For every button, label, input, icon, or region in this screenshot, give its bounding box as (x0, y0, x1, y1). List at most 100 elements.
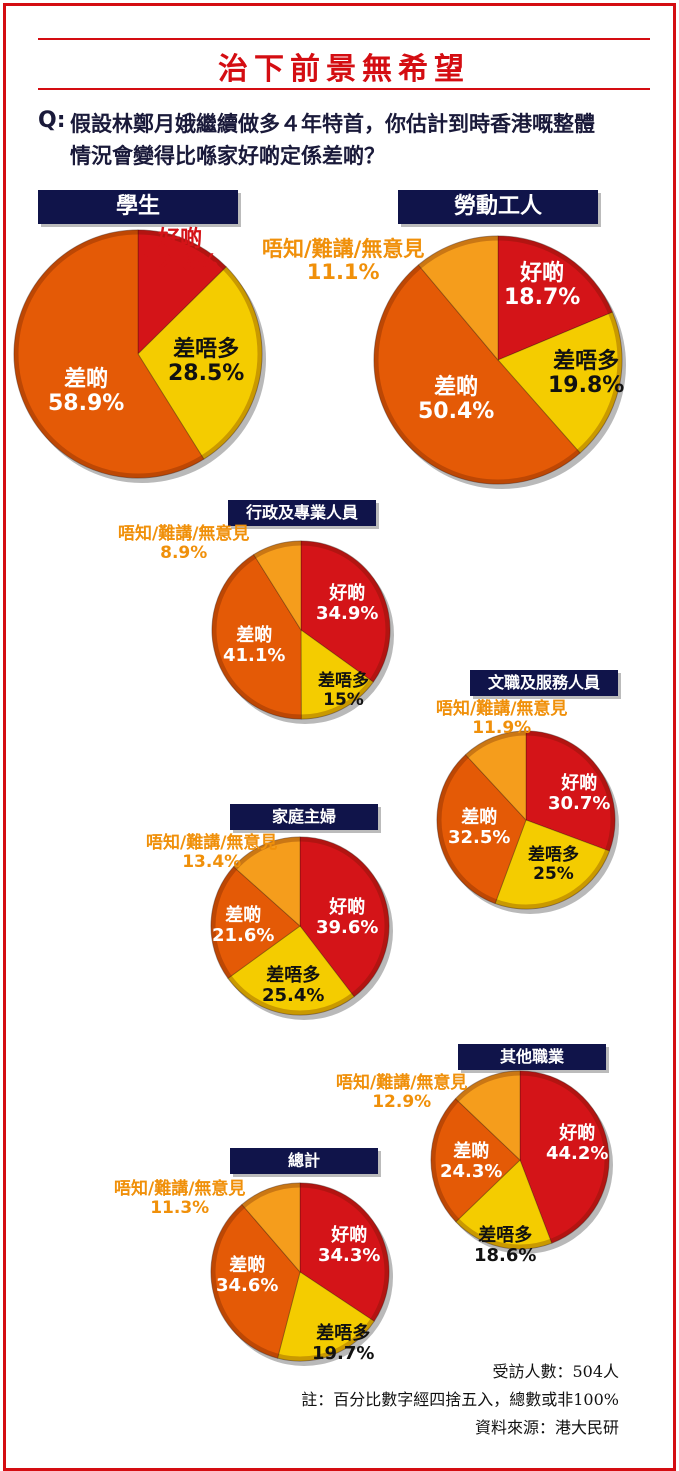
pie-slice (300, 540, 391, 683)
pie-slice (417, 235, 499, 362)
slice-value: 12.6% (142, 251, 219, 277)
slice-label: 唔知/難講/無意見 (436, 699, 568, 719)
slice-label: 差唔多 (478, 1225, 533, 1246)
label-overall-good: 好啲 34.3% (318, 1226, 380, 1266)
slice-label: 唔知/難講/無意見 (114, 1179, 246, 1199)
pie-slice (299, 1182, 390, 1322)
slice-value: 41.1% (223, 644, 286, 666)
chart-title-overall: 總計 (230, 1148, 378, 1174)
label-housewives-good: 好啲 39.6% (316, 898, 378, 938)
slice-label: 差唔多 (316, 1323, 371, 1344)
pie-edge-shading (210, 836, 390, 1016)
pie-edge-shading (436, 730, 616, 910)
pie-slice (210, 1203, 301, 1359)
chart-title-students: 學生 (38, 190, 238, 224)
pie-slice (430, 1097, 521, 1223)
slice-value: 24.3% (440, 1160, 503, 1182)
slice-value: 21.6% (212, 924, 275, 946)
pie-edge-shading (211, 540, 391, 720)
label-housewives-same: 差唔多 25.4% (262, 966, 324, 1006)
slice-value: 50.4% (418, 399, 495, 425)
label-other-good: 好啲 44.2% (546, 1124, 608, 1164)
slice-label: 差啲 (225, 905, 262, 926)
label-workers-bad: 差啲 50.4% (418, 375, 495, 425)
slice-label: 好啲 (158, 227, 203, 252)
label-students-same: 差唔多 28.5% (168, 337, 245, 387)
slice-label: 差唔多 (318, 671, 369, 691)
pie-slice (253, 540, 302, 632)
label-clerical-good: 好啲 30.7% (548, 774, 610, 814)
page-frame (3, 3, 676, 1471)
slice-value: 12.9% (372, 1091, 432, 1112)
slice-label: 差啲 (453, 1141, 490, 1162)
slice-value: 58.9% (48, 391, 125, 417)
slice-value: 30.7% (548, 792, 611, 814)
pie-edge-shading (210, 1182, 390, 1362)
slice-value: 39.6% (316, 916, 379, 938)
chart-title-other: 其他職業 (458, 1044, 606, 1070)
pie-slice (494, 819, 611, 910)
pie-slice (210, 866, 301, 980)
slice-value: 18.7% (504, 285, 581, 311)
slice-value: 34.9% (316, 602, 379, 624)
label-professionals-same: 差唔多 15% (318, 672, 369, 709)
slice-value: 8.9% (160, 542, 208, 563)
pie-slice (241, 1182, 301, 1274)
slice-label: 差啲 (229, 1255, 266, 1276)
slice-label: 差啲 (64, 367, 109, 392)
label-students-bad: 差啲 58.9% (48, 367, 125, 417)
label-clerical-unknown: 唔知/難講/無意見 11.9% (436, 700, 567, 737)
slice-label: 差唔多 (173, 337, 240, 362)
slice-label: 差啲 (461, 807, 498, 828)
slice-value: 32.5% (448, 826, 511, 848)
label-other-same: 差唔多 18.6% (474, 1226, 536, 1266)
slice-value: 28.5% (168, 361, 245, 387)
label-students-good: 好啲 12.6% (142, 227, 219, 277)
pie-slice (227, 925, 355, 1016)
label-workers-good: 好啲 18.7% (504, 261, 581, 311)
slice-label: 好啲 (520, 261, 565, 286)
label-overall-unknown: 唔知/難講/無意見 11.3% (114, 1180, 245, 1217)
slice-label: 好啲 (559, 1123, 596, 1144)
slice-value: 11.3% (150, 1197, 210, 1218)
pie-slice (464, 730, 527, 822)
pie-slice (525, 730, 616, 852)
page-title: 治下前景無希望 (218, 52, 470, 87)
source-note: 資料來源：港大民研 (474, 1418, 619, 1437)
chart-title-clerical: 文職及服務人員 (470, 670, 618, 696)
label-professionals-unknown: 唔知/難講/無意見 8.9% (118, 525, 249, 562)
title-rule-top (38, 38, 650, 40)
label-workers-same: 差唔多 19.8% (548, 349, 624, 398)
pie-slice (373, 264, 581, 485)
label-professionals-bad: 差啲 41.1% (223, 626, 285, 666)
slice-value: 44.2% (546, 1142, 609, 1164)
slice-value: 11.1% (306, 260, 380, 285)
pie-slice (137, 229, 227, 356)
slice-label: 差啲 (434, 375, 479, 400)
slice-label: 唔知/難講/無意見 (118, 524, 250, 544)
slice-value: 25% (533, 863, 574, 884)
chart-title-housewives: 家庭主婦 (230, 804, 378, 830)
slice-label: 好啲 (561, 773, 598, 794)
title-rule-bottom (38, 88, 650, 90)
chart-title-workers: 勞動工人 (398, 190, 598, 224)
pie-slice (454, 1070, 521, 1162)
pie-edge-shading (13, 229, 263, 479)
pie-edge-shading (373, 235, 623, 485)
pie-slice (497, 235, 614, 361)
pie-slice (211, 553, 302, 720)
label-workers-unknown: 唔知/難講/無意見 11.1% (262, 237, 425, 285)
pie-slice (519, 1070, 610, 1244)
slice-label: 好啲 (331, 1225, 368, 1246)
slice-label: 差唔多 (553, 349, 620, 374)
pie-slice (299, 836, 390, 998)
slice-label: 唔知/難講/無意見 (262, 237, 425, 261)
pie-slice (300, 629, 374, 720)
chart-title-professionals: 行政及專業人員 (228, 500, 376, 526)
